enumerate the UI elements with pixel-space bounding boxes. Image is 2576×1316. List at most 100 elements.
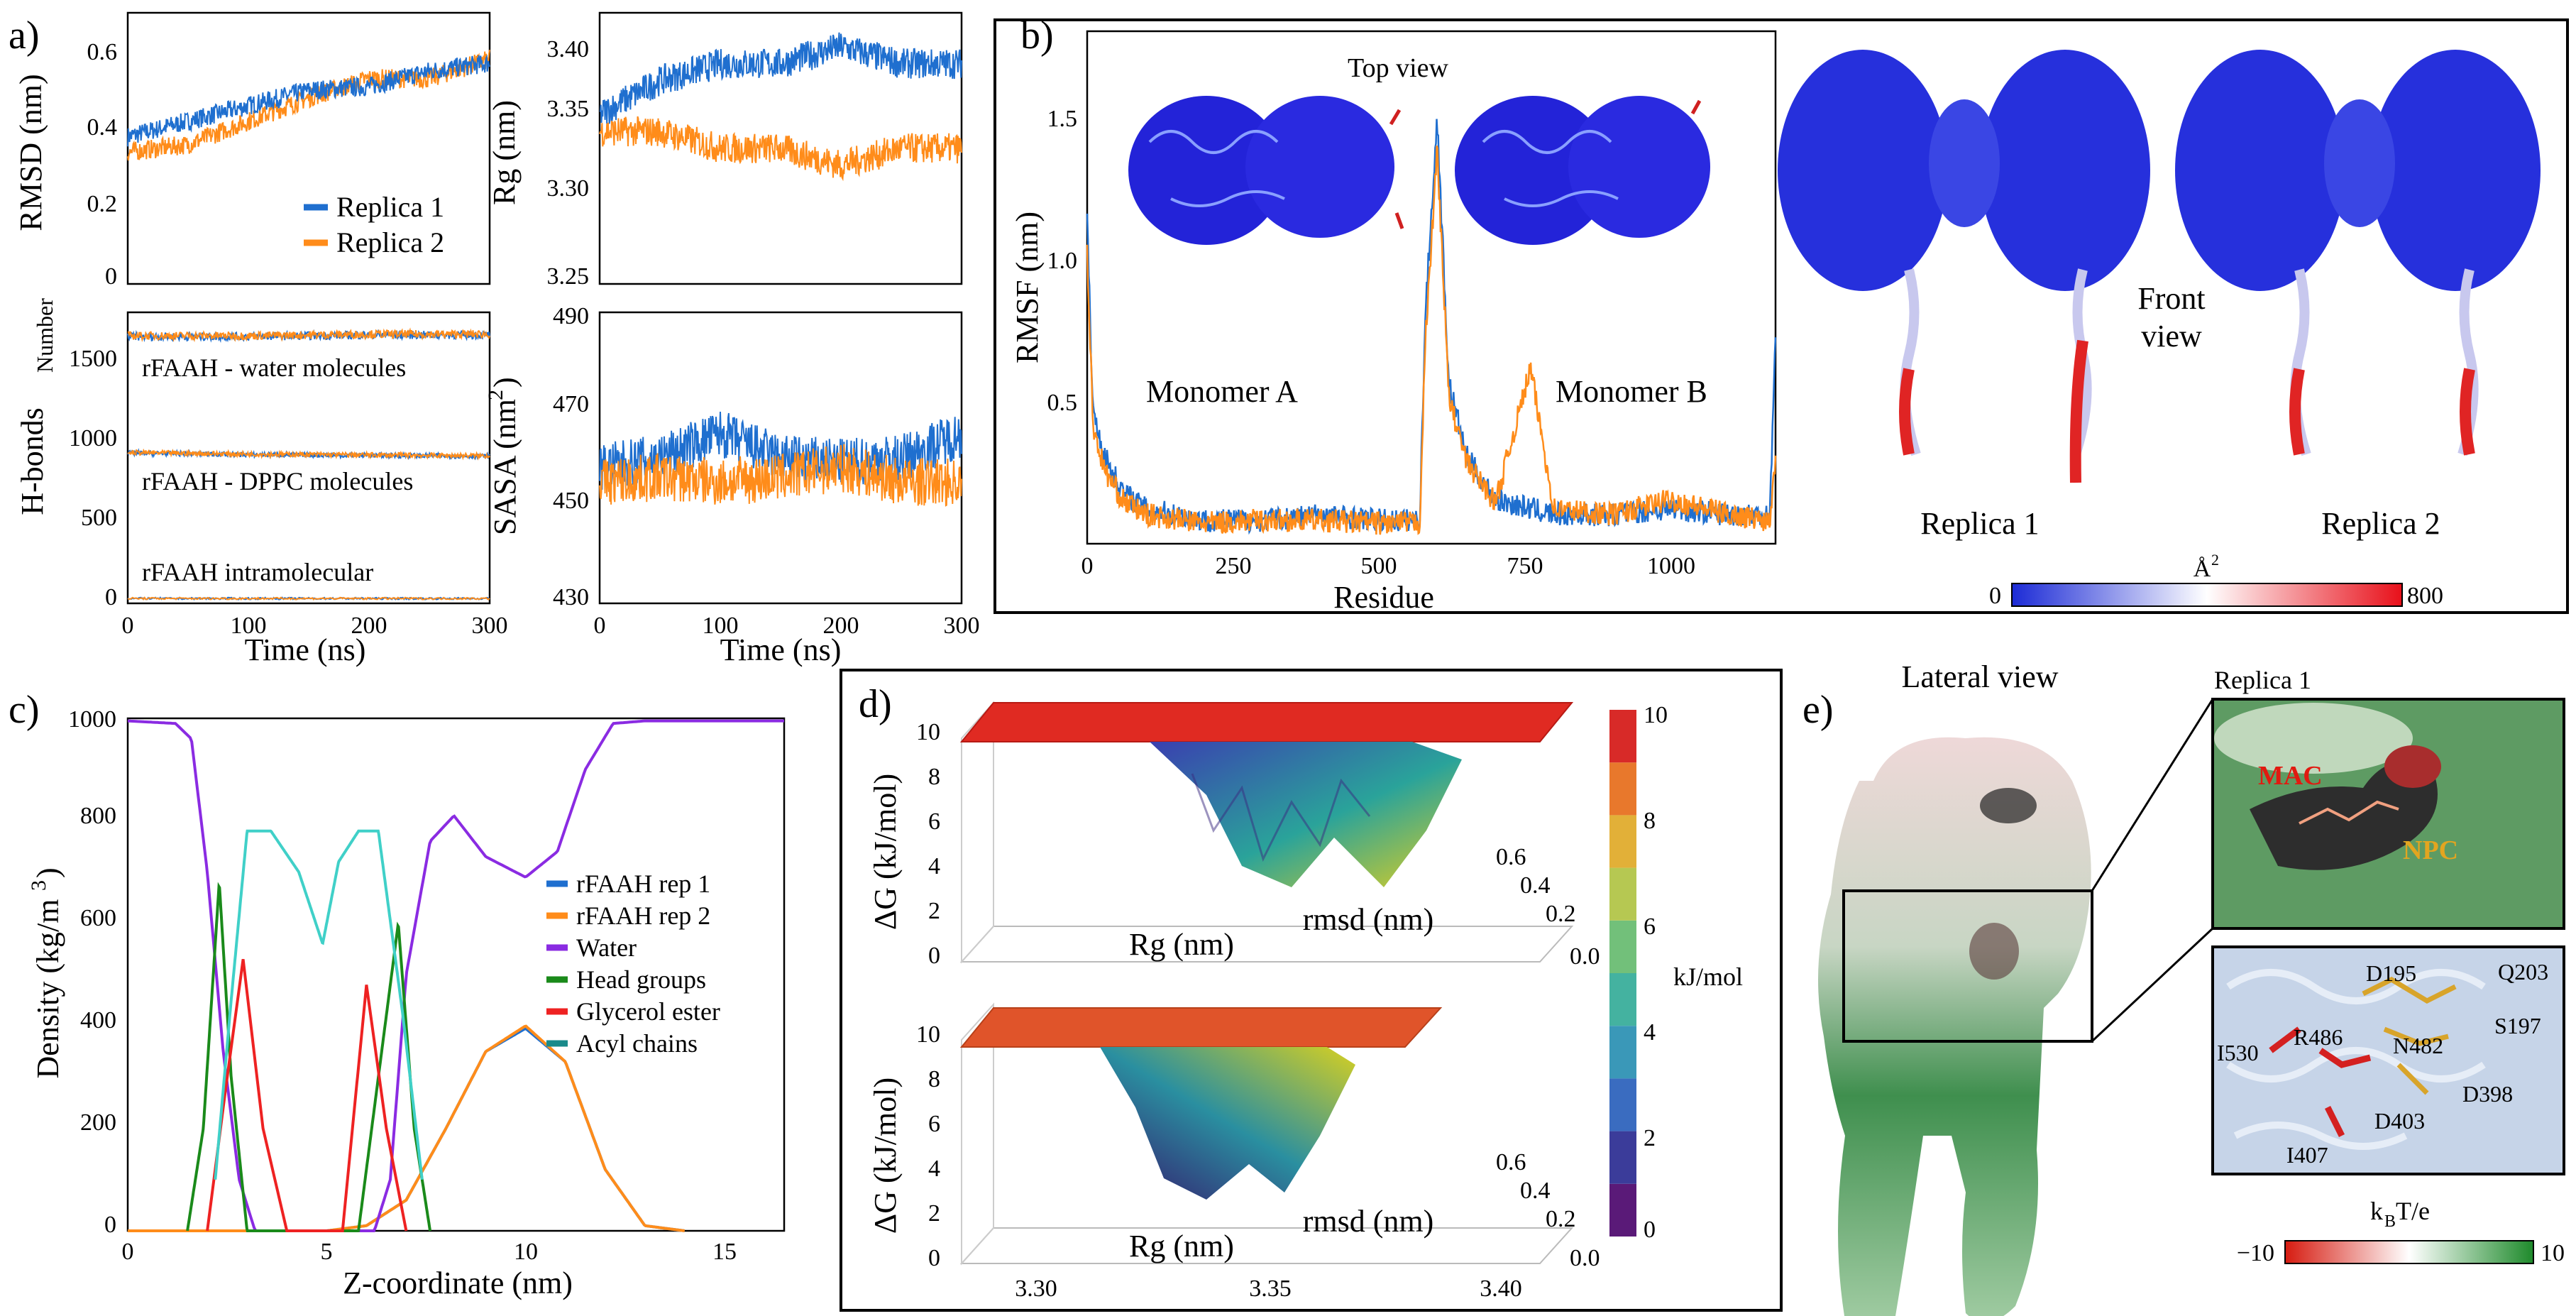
fel-bottom-ztick: 4 <box>928 1156 940 1182</box>
fel-colorbar-tick: 2 <box>1644 1125 1656 1151</box>
fel-top-ytick: 0.0 <box>1570 943 1600 970</box>
top-view-monomer-right <box>1245 96 1394 238</box>
fel-bottom-wall <box>961 1002 994 1266</box>
fel-top-floor <box>959 926 1574 963</box>
fel-bottom-ytick: 0.2 <box>1546 1206 1576 1232</box>
hbonds-ytick: 1000 <box>69 425 117 451</box>
fel-bottom-plateau <box>959 1007 1443 1048</box>
density-plot: 0 200 400 600 800 1000 0 5 10 15 Z-coord… <box>27 706 786 1300</box>
rmsd-ytick: 0 <box>105 263 117 290</box>
rmsd-ticks: 0 0.2 0.4 0.6 <box>87 39 118 290</box>
rmsf-xlabel: Residue <box>1333 580 1434 615</box>
inset-pocket-light <box>2214 703 2413 774</box>
fel-top-ytick: 0.6 <box>1496 844 1526 870</box>
fel-top-ytick: 0.2 <box>1546 901 1576 927</box>
sasa-xtick: 200 <box>823 613 859 639</box>
top-view-protein-images <box>1128 96 1710 245</box>
rmsf-axes <box>1086 30 1777 545</box>
fel-top-xlabel: Rg (nm) <box>1129 927 1234 962</box>
density-ytick: 1000 <box>68 706 116 733</box>
fel-colorbar-segment <box>1609 920 1636 973</box>
density-xlabel: Z-coordinate (nm) <box>343 1266 573 1300</box>
replica1-dimer-interface <box>1929 99 2000 227</box>
hbonds-ylabel-main: H-bonds <box>15 407 50 515</box>
rmsf-ytick: 1.0 <box>1047 248 1078 274</box>
hbonds-axes <box>126 311 491 605</box>
fel-top-ztick: 0 <box>928 943 940 969</box>
fel-colorbar-tick: 8 <box>1644 808 1656 834</box>
elec-colorbar-label-k: k <box>2370 1197 2383 1225</box>
hbonds-xtick: 200 <box>351 613 387 639</box>
rmsd-legend: Replica 1 Replica 2 <box>304 191 444 258</box>
npc-label: NPC <box>2403 835 2458 865</box>
hbonds-ylabel-sub: Number <box>32 298 57 373</box>
residue-label-d195: D195 <box>2366 960 2416 986</box>
panel-label-a: a) <box>9 13 40 57</box>
fel-colorbar-segment <box>1609 1078 1636 1131</box>
rmsf-xtick: 0 <box>1081 553 1094 579</box>
fel-plot-top: 10 8 6 4 2 0 ΔG (kJ/mol) Rg (nm) rmsd (n… <box>868 701 1600 970</box>
density-series <box>127 719 784 1232</box>
fel-colorbar-segment <box>1609 815 1636 868</box>
top-view-monomer-right-2 <box>1568 96 1710 238</box>
panel-b-frame <box>993 18 2569 614</box>
lateral-view-surface <box>1818 698 2214 1316</box>
sasa-xtick: 0 <box>594 613 606 639</box>
lateral-view-label: Lateral view <box>1901 659 2058 694</box>
replica2-monomer-left <box>2175 50 2345 291</box>
density-ytick: 800 <box>80 803 116 829</box>
panel-label-d: d) <box>859 682 892 726</box>
fel-colorbar-segment <box>1609 867 1636 921</box>
fel-colorbar-segment <box>1609 710 1636 763</box>
sasa-ylabel-end: ) <box>488 377 522 388</box>
hbonds-ytick: 500 <box>81 505 117 531</box>
rmsf-colorbar-unit-sup: 2 <box>2211 551 2219 569</box>
sasa-ytick: 430 <box>553 584 589 610</box>
fel-bottom-ztick: 2 <box>928 1200 940 1227</box>
sasa-ylabel-sup: 2 <box>484 390 507 400</box>
rg-ytick: 3.30 <box>547 175 590 202</box>
rmsf-ytick: 1.5 <box>1047 106 1078 132</box>
rmsf-ytick: 0.5 <box>1047 390 1078 416</box>
rmsd-plot: 0 0.2 0.4 0.6 RMSD (nm) Replica 1 Replic… <box>13 11 491 290</box>
rmsf-xtick: 250 <box>1216 553 1252 579</box>
fel-plot-bottom: 10 8 6 4 2 0 ΔG (kJ/mol) Rg (nm) rmsd (n… <box>868 1002 1600 1302</box>
fel-top-plateau <box>959 702 1574 742</box>
fel-bottom-zlabel: ΔG (kJ/mol) <box>868 1078 903 1234</box>
hbonds-ylabel: H-bonds Number <box>15 298 57 515</box>
residue-label-r486: R486 <box>2294 1024 2343 1050</box>
fel-top-ytick: 0.4 <box>1520 872 1551 899</box>
fel-colorbar-tick: 0 <box>1644 1217 1656 1243</box>
fel-bottom-ytick: 0.0 <box>1570 1245 1600 1271</box>
panel-label-c: c) <box>9 688 40 732</box>
hbonds-note-water: rFAAH - water molecules <box>142 353 406 382</box>
density-ytick: 400 <box>80 1007 116 1033</box>
front-view-replica2 <box>2175 50 2541 456</box>
fel-colorbar-segment <box>1609 1183 1636 1237</box>
fel-top-basin-ridges <box>1191 773 1371 862</box>
density-line-acyl-chains <box>214 829 424 1180</box>
fel-colorbar-segment <box>1609 1026 1636 1079</box>
density-ylabel-sup: 3 <box>27 880 50 891</box>
replica1-inset-label: Replica 1 <box>2214 666 2311 694</box>
rmsf-colorbar-unit: Å <box>2194 556 2211 582</box>
legend-label-rfaah-rep1: rFAAH rep 1 <box>576 870 710 898</box>
density-ytick: 600 <box>80 905 116 931</box>
density-line-water <box>127 719 784 1232</box>
hbonds-xtick: 100 <box>231 613 267 639</box>
hbonds-note-dppc: rFAAH - DPPC molecules <box>142 467 413 495</box>
hbonds-dppc-replica2 <box>127 448 490 461</box>
sasa-ylabel: SASA (nm 2 ) <box>484 377 522 535</box>
monomer-b-label: Monomer B <box>1556 374 1707 409</box>
sasa-series-replica2 <box>599 444 962 507</box>
inset-red-residues <box>2269 1026 2372 1138</box>
sasa-ytick: 490 <box>553 303 589 329</box>
fel-top-ztick: 2 <box>928 898 940 924</box>
fel-xtick: 3.35 <box>1249 1276 1292 1302</box>
density-xtick: 15 <box>712 1239 737 1265</box>
fel-colorbar-segment <box>1609 973 1636 1026</box>
rmsf-xtick: 1000 <box>1647 553 1695 579</box>
hbonds-xtick: 0 <box>122 613 134 639</box>
panel-d-frame <box>840 669 1783 1312</box>
rmsf-xtick: 750 <box>1507 553 1543 579</box>
